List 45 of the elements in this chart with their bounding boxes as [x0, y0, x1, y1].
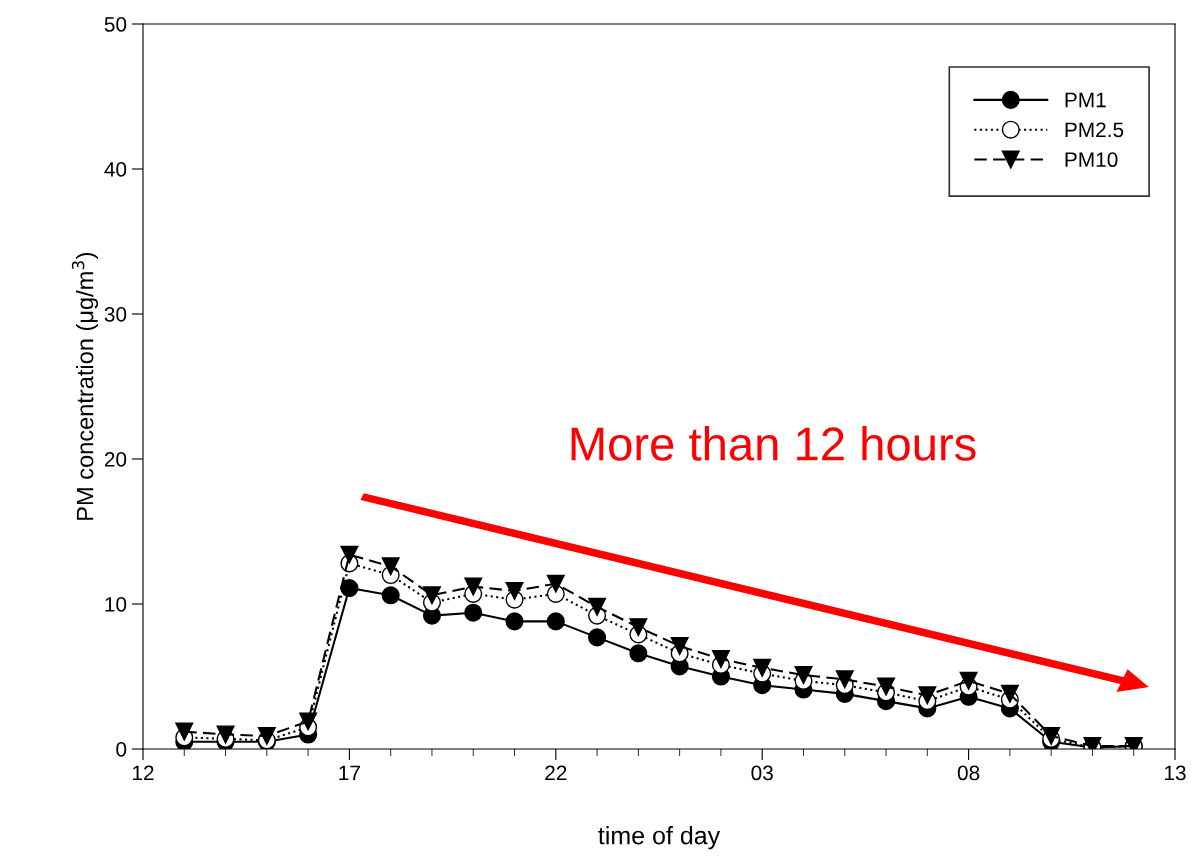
- point: [711, 650, 730, 669]
- y-tick-label: 0: [116, 742, 127, 757]
- point: [505, 612, 524, 631]
- y-tick-label: 40: [104, 162, 127, 177]
- x-tick-label: 12: [133, 765, 154, 781]
- point: [381, 557, 400, 576]
- y-tick-label: 30: [104, 307, 127, 322]
- point: [629, 618, 648, 637]
- point: [175, 722, 194, 741]
- point: [422, 586, 441, 605]
- legend-label: PM1: [1065, 92, 1106, 108]
- point: [505, 581, 524, 600]
- x-tick-label: 08: [957, 765, 980, 781]
- point: [257, 726, 276, 745]
- point: [340, 545, 359, 564]
- point: [299, 712, 318, 731]
- point: [546, 612, 565, 631]
- x-tick-label: 03: [751, 765, 773, 781]
- x-axis-title: time of day: [598, 826, 721, 850]
- point: [588, 628, 607, 647]
- point: [464, 577, 483, 596]
- point: [464, 603, 483, 622]
- y-axis-title: PM concentration (μg/m$^{3}$): [71, 252, 99, 520]
- point: [918, 686, 937, 705]
- point: [835, 670, 854, 689]
- y-tick-label: 20: [104, 452, 127, 467]
- y-tick-label: 10: [105, 597, 127, 612]
- annotation: More than 12 hours: [571, 426, 976, 461]
- y-tick-label: 50: [104, 17, 127, 32]
- point: [629, 644, 648, 663]
- point: [959, 671, 978, 690]
- point: [877, 677, 896, 696]
- x-tick-label: 13: [1165, 765, 1186, 781]
- point: [794, 666, 813, 685]
- x-tick-label: 22: [545, 765, 567, 781]
- point: [753, 658, 772, 677]
- legend-label: PM2.5: [1065, 122, 1124, 138]
- point: [381, 586, 400, 605]
- point: [670, 637, 689, 656]
- legend-label: PM10: [1065, 152, 1118, 168]
- point: [216, 725, 235, 744]
- point: [588, 597, 607, 616]
- point: [1000, 684, 1019, 703]
- x-tick-label: 17: [339, 765, 360, 781]
- point: [546, 574, 565, 593]
